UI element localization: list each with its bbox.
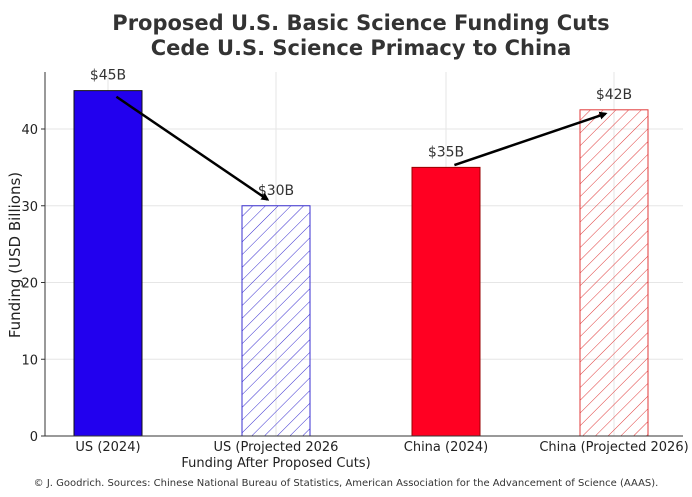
trend-arrow bbox=[453, 111, 608, 167]
x-tick-label: China (Projected 2026) bbox=[539, 440, 688, 455]
chart-title-line-2: Cede U.S. Science Primacy to China bbox=[151, 36, 572, 60]
y-tick-label: 20 bbox=[21, 277, 38, 292]
y-tick-label: 10 bbox=[21, 353, 38, 368]
data-label: $42B bbox=[596, 87, 632, 103]
chart-title-line-1: Proposed U.S. Basic Science Funding Cuts bbox=[112, 11, 609, 35]
y-tick-label: 0 bbox=[30, 430, 38, 445]
bar bbox=[73, 90, 143, 437]
x-tick-label: China (2024) bbox=[404, 440, 489, 455]
trend-arrow bbox=[115, 95, 270, 201]
data-label: $45B bbox=[90, 68, 126, 84]
x-tick-label: Funding After Proposed Cuts) bbox=[181, 456, 370, 471]
y-axis-label: Funding (USD Billions) bbox=[6, 172, 24, 338]
y-tick-label: 40 bbox=[21, 123, 38, 138]
bar bbox=[241, 205, 311, 437]
footnote: © J. Goodrich. Sources: Chinese National… bbox=[34, 478, 659, 489]
bar bbox=[579, 109, 649, 437]
bar bbox=[411, 166, 481, 437]
x-tick-label: US (Projected 2026 bbox=[214, 440, 339, 455]
data-label: $35B bbox=[428, 144, 464, 160]
x-tick-label: US (2024) bbox=[75, 440, 140, 455]
y-tick-label: 30 bbox=[21, 200, 38, 215]
